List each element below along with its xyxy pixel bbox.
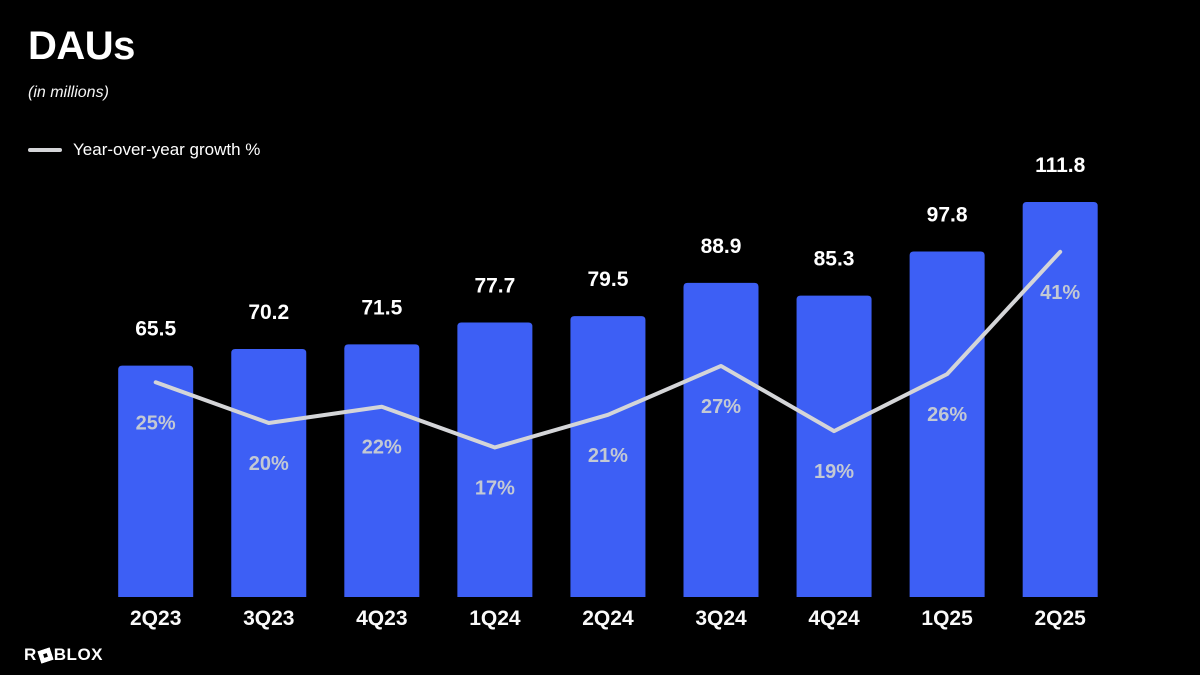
x-axis-label-4Q24: 4Q24 bbox=[808, 607, 860, 630]
yoy-growth-label-1Q25: 26% bbox=[927, 404, 967, 426]
yoy-growth-label-3Q23: 20% bbox=[249, 453, 289, 475]
bar-value-label-1Q25: 97.8 bbox=[927, 203, 968, 226]
bar-3Q24 bbox=[683, 282, 759, 597]
bar-2Q24 bbox=[570, 316, 646, 597]
yoy-growth-line bbox=[153, 249, 1063, 450]
logo-text-suffix: BLOX bbox=[53, 645, 104, 664]
x-axis-label-1Q25: 1Q25 bbox=[921, 607, 973, 630]
x-axis-label-3Q23: 3Q23 bbox=[243, 607, 294, 630]
roblox-tilted-square-icon bbox=[37, 646, 54, 664]
bar-1Q25 bbox=[909, 251, 985, 597]
x-axis-label-2Q25: 2Q25 bbox=[1034, 607, 1086, 630]
yoy-growth-label-2Q23: 25% bbox=[136, 412, 176, 434]
bar-3Q23 bbox=[231, 348, 307, 597]
bar-value-label-4Q24: 85.3 bbox=[814, 248, 855, 271]
bar-1Q24 bbox=[457, 322, 533, 597]
bar-value-label-4Q23: 71.5 bbox=[361, 296, 402, 319]
x-axis-label-2Q23: 2Q23 bbox=[130, 607, 181, 630]
bar-value-label-2Q24: 79.5 bbox=[588, 268, 629, 291]
bar-2Q23 bbox=[118, 365, 194, 597]
x-axis-label-3Q24: 3Q24 bbox=[695, 607, 747, 630]
legend: Year-over-year growth % bbox=[28, 140, 260, 160]
bar-value-label-1Q24: 77.7 bbox=[474, 274, 515, 297]
yoy-growth-label-4Q24: 19% bbox=[814, 461, 854, 483]
bar-2Q25 bbox=[1022, 202, 1098, 597]
bar-value-label-2Q23: 65.5 bbox=[135, 318, 176, 341]
growth-line-swatch-icon bbox=[28, 148, 62, 152]
yoy-growth-label-3Q24: 27% bbox=[701, 396, 741, 418]
page-title: DAUs bbox=[28, 24, 135, 68]
x-axis-label-1Q24: 1Q24 bbox=[469, 607, 521, 630]
yoy-growth-label-4Q23: 22% bbox=[362, 437, 402, 459]
bar-value-label-3Q24: 88.9 bbox=[701, 235, 742, 258]
yoy-growth-label-2Q25: 41% bbox=[1040, 282, 1080, 304]
bar-4Q23 bbox=[344, 344, 420, 597]
roblox-logo: R BLOX bbox=[24, 645, 103, 665]
bar-value-label-2Q25: 111.8 bbox=[1035, 154, 1086, 177]
legend-label: Year-over-year growth % bbox=[73, 140, 261, 159]
x-axis-label-2Q24: 2Q24 bbox=[582, 607, 634, 630]
bar-4Q24 bbox=[796, 295, 872, 597]
x-axis-label-4Q23: 4Q23 bbox=[356, 607, 407, 630]
logo-text-prefix: R bbox=[24, 645, 37, 664]
chart-subtitle: (in millions) bbox=[28, 84, 109, 101]
yoy-growth-label-2Q24: 21% bbox=[588, 445, 628, 467]
chart-header: DAUs (in millions) bbox=[28, 26, 135, 102]
bar-value-label-3Q23: 70.2 bbox=[248, 301, 289, 324]
yoy-growth-label-1Q24: 17% bbox=[475, 477, 515, 499]
